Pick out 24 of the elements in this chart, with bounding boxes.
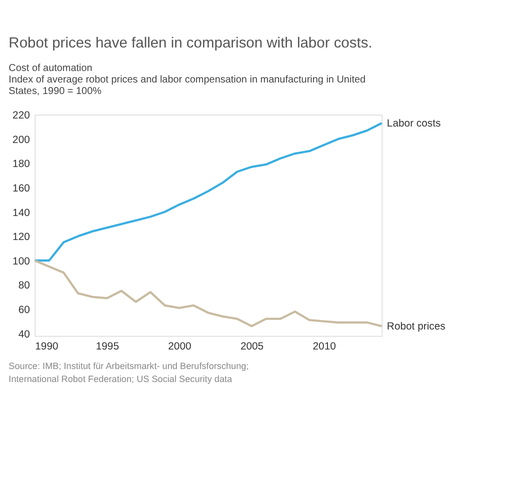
x-tick-label: 2005 (240, 341, 264, 352)
x-tick-label: 1990 (35, 341, 58, 352)
x-tick-label: 1995 (96, 341, 120, 352)
y-axis-title: Index of average robot prices and labor compensation in manufacturing in United States, 1990 = 100% (8, 74, 366, 98)
y-tick-label: 200 (12, 134, 30, 146)
y-tick-label: 180 (12, 159, 30, 170)
chart-title: Robot prices have fallen in comparison with labor costs. (8, 35, 372, 52)
source-note: Source: IMB; Institut für Arbeitsmarkt- und Berufsforschung; (8, 360, 249, 371)
y-tick-label: 220 (12, 110, 30, 122)
text: International Robot Federation; US Social Security data (8, 374, 234, 384)
y-tick-label: 120 (12, 232, 30, 244)
x-tick-label: 2010 (312, 341, 336, 352)
y-tick-label: 60 (18, 305, 30, 316)
y-tick-label: 140 (12, 208, 30, 219)
line-series (34, 122, 383, 262)
y-tick-label: 160 (12, 183, 30, 194)
line-series (34, 259, 383, 328)
y-tick-label: 80 (18, 280, 30, 292)
x-tick-label: 2000 (168, 341, 192, 352)
series-label: Robot prices (386, 322, 446, 333)
series-label: Labor costs (386, 118, 441, 130)
y-tick-label: 40 (18, 329, 30, 340)
y-tick-label: 100 (12, 256, 30, 268)
chart-subtitle: Cost of automation (8, 62, 92, 74)
